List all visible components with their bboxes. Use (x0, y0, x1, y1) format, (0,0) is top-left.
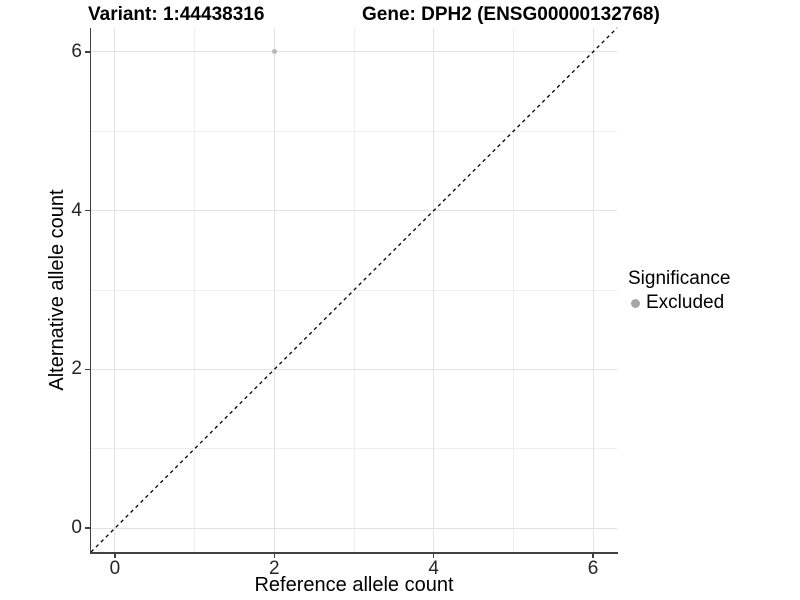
legend: Significance Excluded (628, 268, 730, 313)
gridline-major-horizontal (91, 210, 617, 212)
x-tick-label: 2 (269, 558, 280, 579)
y-axis-tick (84, 527, 91, 529)
x-axis-tick (592, 552, 594, 558)
legend-key-dot-icon (631, 298, 640, 308)
x-axis-tick (273, 552, 276, 558)
plot-panel (90, 27, 618, 553)
gridline-major-horizontal (91, 368, 617, 370)
data-point (271, 49, 277, 55)
y-axis-tick (84, 51, 91, 53)
x-tick-label: 0 (109, 558, 121, 579)
gridline-major-vertical (433, 28, 435, 552)
x-tick-label: 4 (428, 558, 439, 579)
gridline-major-vertical (592, 28, 594, 552)
legend-entry-label: Excluded (646, 292, 725, 313)
y-axis-tick (84, 209, 91, 212)
identity-line-layer (90, 27, 618, 553)
x-axis-line (89, 552, 618, 554)
gridline-major-horizontal (91, 527, 617, 529)
y-tick-label: 0 (71, 517, 82, 539)
y-tick-label: 2 (71, 358, 82, 380)
y-axis-tick (84, 368, 91, 371)
gridline-minor-horizontal (91, 130, 617, 132)
y-tick-label: 6 (71, 40, 82, 62)
x-tick-label: 6 (587, 558, 599, 579)
legend-entry-excluded: Excluded (628, 293, 730, 313)
y-tick-label: 4 (71, 199, 82, 221)
x-axis-tick (432, 552, 435, 558)
plot-title-gene: Gene: DPH2 (ENSG00000132768) (362, 4, 660, 25)
plot-title-variant: Variant: 1:44438316 (88, 4, 265, 25)
gridline-major-horizontal (91, 51, 617, 53)
legend-title: Significance (628, 268, 731, 289)
identity-dashed-line (90, 27, 618, 553)
gridline-minor-horizontal (91, 448, 617, 450)
y-axis-title: Alternative allele count (46, 189, 68, 391)
x-axis-tick (114, 552, 116, 558)
gridline-major-vertical (273, 28, 275, 552)
gridline-major-vertical (114, 28, 116, 552)
x-axis-title: Reference allele count (254, 574, 454, 596)
y-axis-line (89, 28, 91, 554)
